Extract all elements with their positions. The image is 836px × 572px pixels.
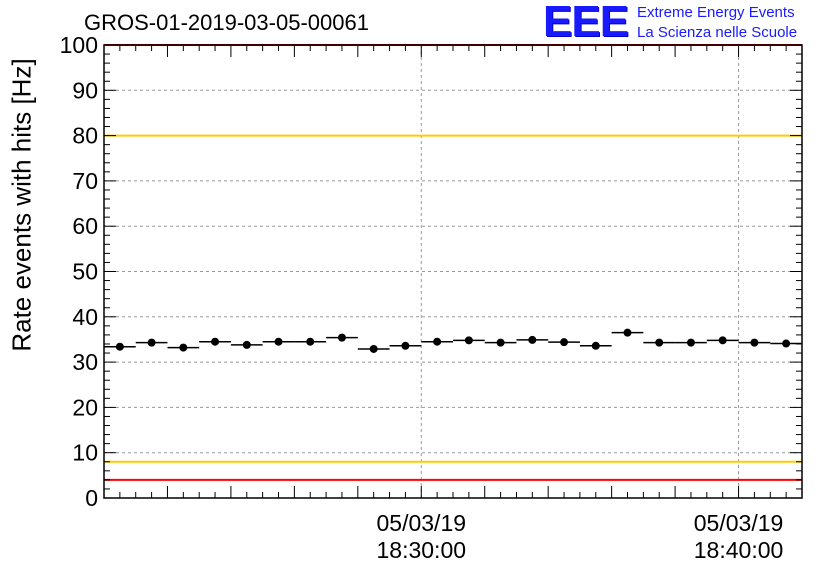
data-point <box>401 341 410 350</box>
y-tick-label: 40 <box>72 304 98 330</box>
chart-title: GROS-01-2019-03-05-00061 <box>84 10 369 35</box>
data-point <box>591 341 600 350</box>
y-tick-label: 10 <box>72 440 98 466</box>
data-point <box>464 336 473 345</box>
data-point <box>274 337 283 346</box>
x-tick-label-date: 05/03/19 <box>377 510 467 536</box>
data-point <box>179 343 188 352</box>
data-point <box>718 336 727 345</box>
x-tick-label-time: 18:30:00 <box>377 537 467 563</box>
y-tick-label: 100 <box>60 32 98 58</box>
y-tick-label: 30 <box>72 349 98 375</box>
data-point <box>782 339 791 348</box>
logo-line-1: Extreme Energy Events <box>637 4 795 21</box>
y-tick-label: 50 <box>72 259 98 285</box>
y-tick-label: 60 <box>72 213 98 239</box>
data-point <box>337 333 346 342</box>
eee-logo: EEE <box>543 0 629 46</box>
data-point <box>369 344 378 353</box>
data-point <box>242 340 251 349</box>
data-point <box>623 328 632 337</box>
data-point <box>115 342 124 351</box>
y-tick-label: 20 <box>72 394 98 420</box>
data-point <box>560 338 569 347</box>
y-tick-label: 70 <box>72 168 98 194</box>
x-tick-label-time: 18:40:00 <box>694 537 784 563</box>
data-point <box>750 338 759 347</box>
data-point <box>655 338 664 347</box>
x-tick-label-date: 05/03/19 <box>694 510 784 536</box>
data-point <box>496 338 505 347</box>
y-tick-label: 90 <box>72 77 98 103</box>
logo-line-2: La Scienza nelle Scuole <box>637 24 798 41</box>
y-tick-label: 0 <box>85 485 98 511</box>
data-point <box>433 337 442 346</box>
data-point <box>147 338 156 347</box>
data-point <box>686 338 695 347</box>
y-tick-label: 80 <box>72 123 98 149</box>
data-point <box>211 337 220 346</box>
data-point <box>306 337 315 346</box>
data-point <box>528 335 537 344</box>
